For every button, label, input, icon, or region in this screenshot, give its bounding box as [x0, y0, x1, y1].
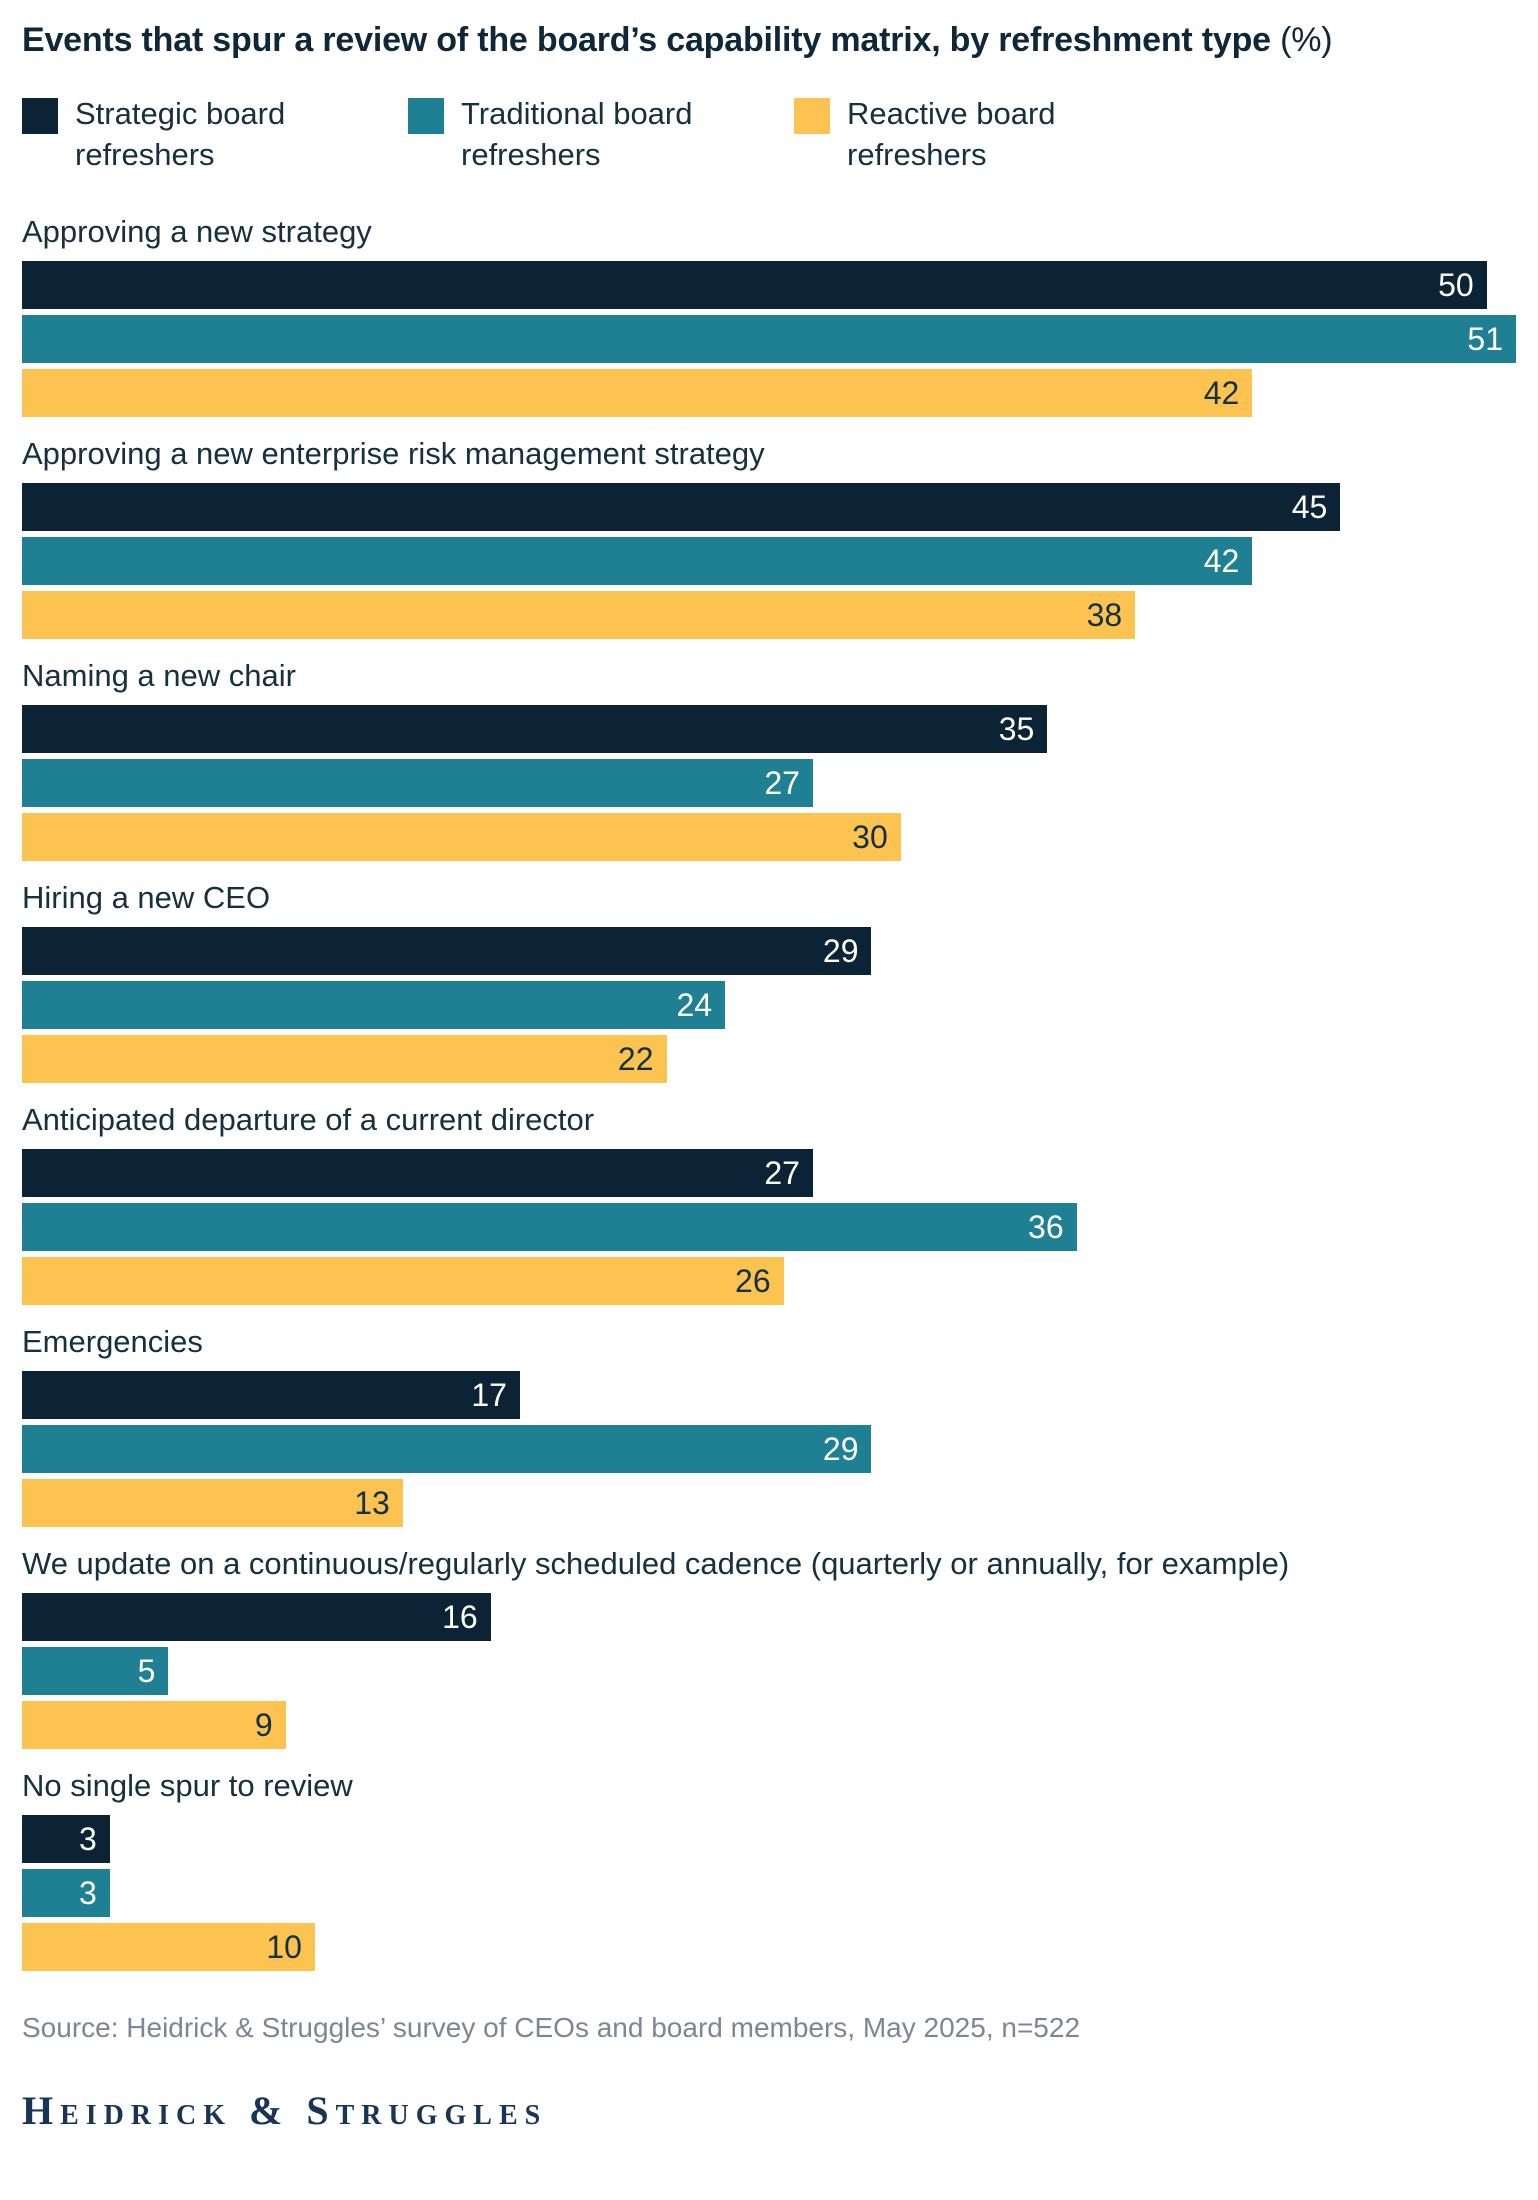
bar: 17: [22, 1371, 520, 1419]
bar: 29: [22, 1425, 872, 1473]
bar-value-label: 29: [822, 933, 859, 969]
bar-value-label: 9: [254, 1707, 273, 1743]
bar-value-label: 38: [1086, 597, 1123, 633]
bar: 5: [22, 1647, 169, 1695]
category-label: Naming a new chair: [22, 658, 296, 693]
bar: 13: [22, 1479, 403, 1527]
source-note: Source: Heidrick & Struggles’ survey of …: [22, 2012, 1081, 2043]
category-label: We update on a continuous/regularly sche…: [22, 1546, 1290, 1581]
bar-group: Emergencies 17 29 13: [22, 1325, 1516, 1527]
bar: 38: [22, 591, 1136, 639]
legend-label-traditional: Traditional board refreshers: [461, 96, 693, 172]
bar: 50: [22, 261, 1487, 309]
legend-label-reactive: Reactive board refreshers: [847, 96, 1056, 172]
page-title: Events that spur a review of the board’s…: [22, 18, 1516, 62]
bar-value-label: 45: [1291, 489, 1328, 525]
bar: 22: [22, 1035, 667, 1083]
bar: 35: [22, 705, 1048, 753]
category-label: Hiring a new CEO: [22, 880, 271, 915]
bar: 45: [22, 483, 1341, 531]
bar-group: No single spur to review 3 3 10: [22, 1769, 1516, 1971]
legend-swatch-strategic: [22, 98, 58, 134]
bar-value-label: 3: [79, 1875, 97, 1911]
bar: 36: [22, 1203, 1077, 1251]
legend-item-strategic: Strategic board refreshers: [22, 96, 408, 175]
bar-value-label: 36: [1028, 1209, 1064, 1245]
category-label: Anticipated departure of a current direc…: [22, 1102, 595, 1137]
bar-group: Naming a new chair 35 27 30: [22, 659, 1516, 861]
bar-value-label: 17: [471, 1377, 507, 1413]
chart-page: Events that spur a review of the board’s…: [22, 18, 1516, 2133]
bar-chart: Approving a new strategy 50 51 42 Approving …: [22, 215, 1516, 1971]
bar-group: Hiring a new CEO 29 24 22: [22, 881, 1516, 1083]
legend-item-reactive: Reactive board refreshers: [794, 96, 1180, 175]
category-label: Approving a new strategy: [22, 214, 372, 249]
legend-swatch-traditional: [408, 98, 444, 134]
bar: 24: [22, 981, 726, 1029]
bar-group: Approving a new enterprise risk manageme…: [22, 437, 1516, 639]
page-title-unit: (%): [1280, 21, 1333, 59]
bar-value-label: 50: [1438, 267, 1474, 303]
bar-value-label: 27: [764, 1155, 800, 1191]
category-label: Approving a new enterprise risk manageme…: [22, 436, 765, 471]
category-label: Emergencies: [22, 1324, 203, 1359]
bar-value-label: 35: [998, 711, 1035, 747]
legend-label-strategic: Strategic board refreshers: [75, 96, 286, 172]
bar-value-label: 3: [79, 1821, 97, 1857]
bar: 42: [22, 369, 1253, 417]
bar-value-label: 42: [1203, 543, 1240, 579]
bar-value-label: 24: [676, 987, 713, 1023]
bar-value-label: 30: [852, 819, 888, 855]
bar-value-label: 51: [1467, 321, 1503, 357]
category-label: No single spur to review: [22, 1768, 353, 1803]
chart-legend: Strategic board refreshers Traditional b…: [22, 96, 1516, 175]
bar-value-label: 13: [354, 1485, 390, 1521]
bar-value-label: 16: [442, 1599, 478, 1635]
bar: 3: [22, 1869, 110, 1917]
bar-value-label: 10: [266, 1929, 302, 1965]
legend-item-traditional: Traditional board refreshers: [408, 96, 794, 175]
bar: 30: [22, 813, 901, 861]
bar: 27: [22, 1149, 813, 1197]
bar: 10: [22, 1923, 315, 1971]
bar-value-label: 22: [617, 1041, 654, 1077]
bar: 16: [22, 1593, 491, 1641]
bar: 29: [22, 927, 872, 975]
bar: 9: [22, 1701, 286, 1749]
bar: 27: [22, 759, 813, 807]
bar: 51: [22, 315, 1516, 363]
heidrick-struggles-logo: Heidrick & Struggles: [22, 2088, 548, 2133]
bar-group: We update on a continuous/regularly sche…: [22, 1547, 1516, 1749]
bar-group: Approving a new strategy 50 51 42: [22, 215, 1516, 417]
bar-value-label: 27: [764, 765, 800, 801]
legend-swatch-reactive: [794, 98, 830, 134]
bar-value-label: 29: [822, 1431, 859, 1467]
bar-group: Anticipated departure of a current direc…: [22, 1103, 1516, 1305]
bar-value-label: 42: [1203, 375, 1240, 411]
bar: 3: [22, 1815, 110, 1863]
bar: 26: [22, 1257, 784, 1305]
bar: 42: [22, 537, 1253, 585]
bar-value-label: 5: [137, 1653, 156, 1689]
bar-value-label: 26: [735, 1263, 771, 1299]
page-title-main: Events that spur a review of the board’s…: [22, 21, 1271, 59]
